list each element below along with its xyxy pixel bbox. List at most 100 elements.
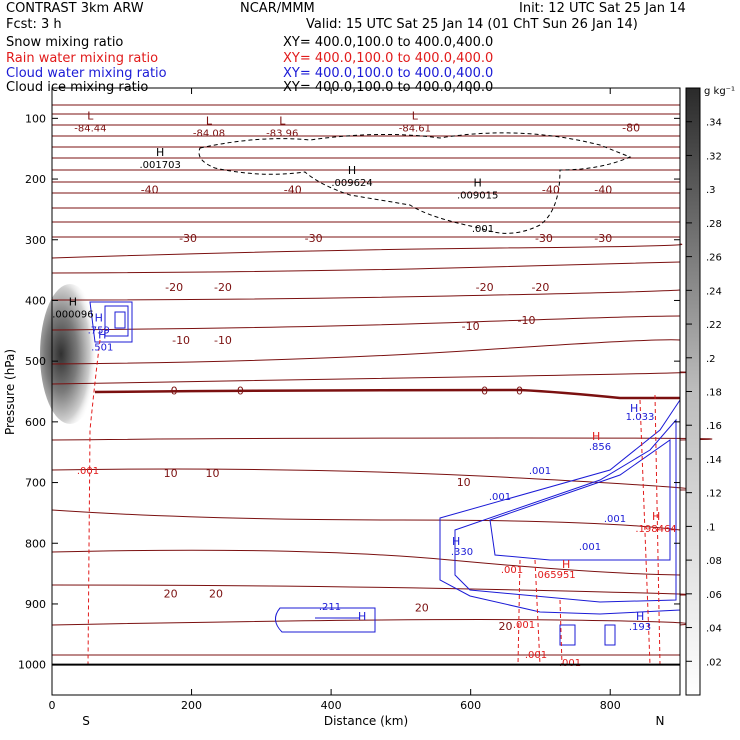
rain-water-label: .001 (77, 466, 99, 477)
extremum-marker: H (69, 295, 77, 308)
temperature-label: 0 (237, 384, 244, 397)
rain-water-max-marker: H (562, 558, 570, 571)
extremum-marker: H (95, 312, 103, 325)
colorbar-tick-label: .14 (706, 455, 722, 466)
cloud-ice-label: .001 (472, 224, 494, 235)
temperature-line (51, 261, 681, 274)
cloud-water-line (114, 311, 126, 329)
cloud-water-contours (89, 301, 681, 646)
rain-water-line (559, 599, 563, 666)
temperature-line (94, 388, 680, 400)
temperature-label: -40 (594, 183, 612, 196)
temperature-label: -20 (531, 281, 549, 294)
temperature-label: 10 (205, 467, 219, 480)
field-rain: Rain water mixing ratio (6, 51, 159, 66)
colorbar-units: g kg⁻¹ (704, 86, 735, 97)
rain-water-label: .001 (559, 658, 581, 669)
cloud-water-label: .001 (579, 542, 601, 553)
temperature-label: -20 (165, 281, 183, 294)
field-snow-xy: XY= 400.0,100.0 to 400.0,400.0 (283, 35, 494, 50)
temperature-label: 20 (209, 588, 223, 601)
rain-water-label: .001 (513, 620, 535, 631)
colorbar-tick-label: .28 (706, 219, 722, 230)
y-tick-label: 600 (25, 416, 46, 429)
temperature-label: -30 (535, 232, 553, 245)
colorbar-tick-label: .08 (706, 556, 722, 567)
colorbar-tick-label: .2 (706, 354, 716, 365)
temperature-label: -20 (476, 281, 494, 294)
temperature-label: -10 (172, 334, 190, 347)
field-cloud-water-xy: XY= 400.0,100.0 to 400.0,400.0 (283, 66, 494, 81)
temperature-contours (51, 104, 713, 656)
north-label: N (656, 714, 665, 728)
extremum-value: -84.61 (399, 124, 431, 135)
temperature-label: -40 (542, 183, 560, 196)
field-snow: Snow mixing ratio (6, 35, 124, 50)
cloud-water-label: .001 (604, 514, 626, 525)
extremum-value: .759 (88, 326, 110, 337)
model-title: CONTRAST 3km ARW (6, 1, 144, 16)
y-tick-label: 1000 (18, 659, 46, 672)
colorbar-tick-label: .18 (706, 388, 722, 399)
chart-marks: -80 -40 -40 -40 -40 -30 -30 -30 -30 -20 -20 -20 -20 -… (52, 110, 676, 669)
temperature-label: -40 (284, 183, 302, 196)
extremum-marker: H (348, 164, 356, 177)
extremum-value: -84.08 (193, 128, 225, 139)
cloud-water-line (604, 624, 616, 646)
colorbar-tick-label: .04 (706, 624, 722, 635)
temperature-line (51, 437, 713, 441)
temperature-label: -30 (179, 232, 197, 245)
cloud-water-line (454, 418, 677, 603)
cloud-water-max-marker: H (358, 610, 366, 623)
cloud-water-max-marker: H (630, 402, 638, 415)
temperature-label: 20 (164, 588, 178, 601)
temperature-label: 0 (171, 384, 178, 397)
forecast-hour: Fcst: 3 h (6, 17, 62, 32)
rain-water-line (654, 394, 661, 666)
extremum-value: .000096 (52, 309, 93, 320)
rain-water-label: .001 (501, 565, 523, 576)
colorbar-tick-label: .22 (706, 320, 722, 331)
rain-water-label: .065951 (534, 570, 575, 581)
temperature-line (51, 315, 681, 331)
south-label: S (82, 714, 90, 728)
y-tick-label: 500 (25, 355, 46, 368)
org-label: NCAR/MMM (240, 1, 315, 16)
extremum-value: .009015 (457, 190, 498, 201)
extremum-value: -83.96 (266, 128, 298, 139)
field-rain-xy: XY= 400.0,100.0 to 400.0,400.0 (283, 51, 494, 66)
temperature-label: -10 (214, 334, 232, 347)
temperature-line (51, 243, 683, 259)
colorbar-tick-label: .24 (706, 286, 722, 297)
x-tick-label: 800 (600, 699, 621, 712)
init-time: Init: 12 UTC Sat 25 Jan 14 (519, 1, 686, 16)
rain-water-line (517, 559, 521, 666)
temperature-label: 20 (415, 602, 429, 615)
y-tick-label: 300 (25, 234, 46, 247)
valid-time: Valid: 15 UTC Sat 25 Jan 14 (01 ChT Sun … (306, 17, 638, 32)
temperature-label: -10 (518, 314, 536, 327)
temperature-line (51, 289, 681, 301)
extremum-marker: H (156, 146, 164, 159)
rain-water-label: .001 (525, 650, 547, 661)
colorbar-tick-label: .16 (706, 421, 722, 432)
cloud-water-label: .330 (451, 547, 473, 558)
temperature-line (51, 371, 694, 385)
y-tick-label: 700 (25, 477, 46, 490)
snow-shading (40, 284, 100, 424)
cloud-water-line (104, 305, 129, 337)
extremum-marker: L (279, 114, 286, 127)
cloud-water-max-marker: H (636, 610, 644, 623)
extremum-value: .001703 (139, 160, 180, 171)
x-tick-label: 600 (460, 699, 481, 712)
temperature-line (51, 584, 694, 596)
cloud-water-label: .193 (629, 622, 651, 633)
temperature-label: 0 (516, 384, 523, 397)
x-tick-label: 200 (181, 699, 202, 712)
temperature-line (51, 549, 681, 576)
colorbar-tick-label: .1 (706, 522, 716, 533)
temperature-label: -10 (462, 320, 480, 333)
temperature-label: -80 (622, 121, 640, 134)
colorbar-tick-label: .06 (706, 590, 722, 601)
temperature-label: -20 (214, 281, 232, 294)
